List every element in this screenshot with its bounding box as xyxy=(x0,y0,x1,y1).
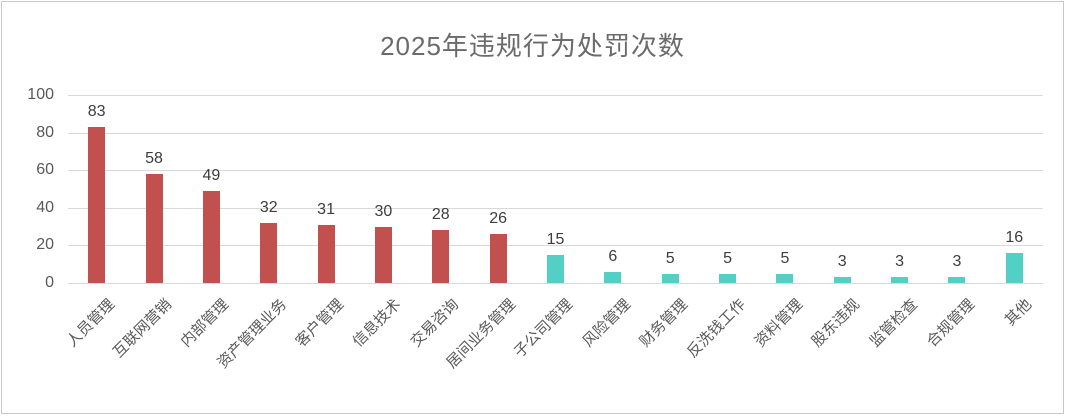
bar-股东违规 xyxy=(833,277,851,283)
y-axis-tick-label: 0 xyxy=(45,274,54,291)
x-axis-category-label: 财务管理 xyxy=(636,296,692,351)
gridline-y-20 xyxy=(68,245,1043,247)
bar-其他 xyxy=(1005,252,1023,283)
bar-value-label: 28 xyxy=(431,206,450,224)
bar-财务管理 xyxy=(661,273,679,283)
x-axis-category-label: 互联网营销 xyxy=(109,296,176,362)
x-axis-category-label: 反洗钱工作 xyxy=(683,296,749,362)
bar-反洗钱工作 xyxy=(719,273,737,283)
bar-value-label: 5 xyxy=(780,249,790,267)
bar-居间业务管理 xyxy=(489,234,507,283)
bar-监管检查 xyxy=(891,277,909,283)
x-axis-category-label: 风险管理 xyxy=(579,296,634,351)
bar-风险管理 xyxy=(604,271,622,283)
bar-资料管理 xyxy=(776,273,794,283)
bar-互联网营销 xyxy=(145,173,163,283)
chart-title: 2025年违规行为处罚次数 xyxy=(380,31,685,61)
x-axis-category-label: 信息技术 xyxy=(350,296,405,351)
x-axis-category-label: 股东违规 xyxy=(808,296,864,351)
bar-value-label: 31 xyxy=(317,200,335,218)
bar-交易咨询 xyxy=(432,230,450,283)
gridline-y-60 xyxy=(68,170,1043,172)
bar-value-label: 30 xyxy=(374,202,393,220)
bar-value-label: 5 xyxy=(723,249,732,267)
y-axis-tick-label: 20 xyxy=(36,236,54,254)
y-axis-tick-label: 60 xyxy=(36,161,54,179)
bar-value-label: 58 xyxy=(145,149,163,167)
gridline-y-100 xyxy=(68,95,1043,96)
bar-value-label: 32 xyxy=(259,198,278,216)
bar-信息技术 xyxy=(374,226,392,283)
bar-内部管理 xyxy=(202,190,220,283)
x-axis-category-label: 交易咨询 xyxy=(407,296,462,351)
x-axis-category-label: 监管检查 xyxy=(866,296,921,351)
x-axis-category-label: 资料管理 xyxy=(751,296,806,351)
bar-资产管理业务 xyxy=(260,222,278,283)
bar-客户管理 xyxy=(317,224,335,283)
bar-value-label: 16 xyxy=(1005,228,1024,246)
x-axis-category-label: 内部管理 xyxy=(177,296,233,351)
bar-人员管理 xyxy=(88,126,106,283)
bar-value-label: 3 xyxy=(837,253,847,271)
bar-value-label: 6 xyxy=(608,247,618,265)
gridline-y-0 xyxy=(68,283,1043,284)
y-axis-tick-label: 80 xyxy=(36,123,54,141)
y-axis-tick-label: 100 xyxy=(27,86,54,103)
bar-value-label: 3 xyxy=(895,253,905,271)
bar-value-label: 26 xyxy=(489,210,508,228)
x-axis-category-label: 子公司管理 xyxy=(511,296,577,362)
x-axis-category-label: 其他 xyxy=(1002,296,1036,330)
x-axis-category-label: 合规管理 xyxy=(923,296,979,351)
x-axis-category-label: 客户管理 xyxy=(292,296,348,351)
gridline-y-80 xyxy=(68,132,1043,134)
bar-value-label: 5 xyxy=(665,249,675,267)
gridline-y-40 xyxy=(68,207,1043,209)
y-axis-tick-label: 40 xyxy=(36,198,54,216)
x-axis-category-label: 人员管理 xyxy=(63,296,118,351)
bar-value-label: 15 xyxy=(546,230,565,248)
bar-value-label: 83 xyxy=(87,102,106,120)
bar-value-label: 3 xyxy=(952,253,962,271)
bar-合规管理 xyxy=(948,277,966,283)
bar-子公司管理 xyxy=(547,254,564,283)
bar-value-label: 49 xyxy=(202,166,221,184)
